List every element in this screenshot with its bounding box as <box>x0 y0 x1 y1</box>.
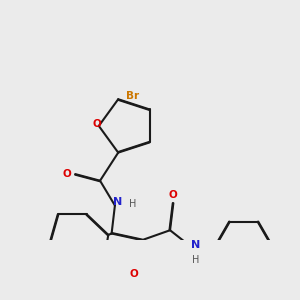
Text: H: H <box>129 199 137 209</box>
Text: O: O <box>93 119 101 129</box>
Text: N: N <box>191 240 200 250</box>
Text: O: O <box>129 269 138 279</box>
Text: O: O <box>169 190 178 200</box>
Text: N: N <box>113 197 122 207</box>
Text: O: O <box>63 169 71 179</box>
Text: Br: Br <box>127 91 140 101</box>
Text: H: H <box>192 255 200 265</box>
